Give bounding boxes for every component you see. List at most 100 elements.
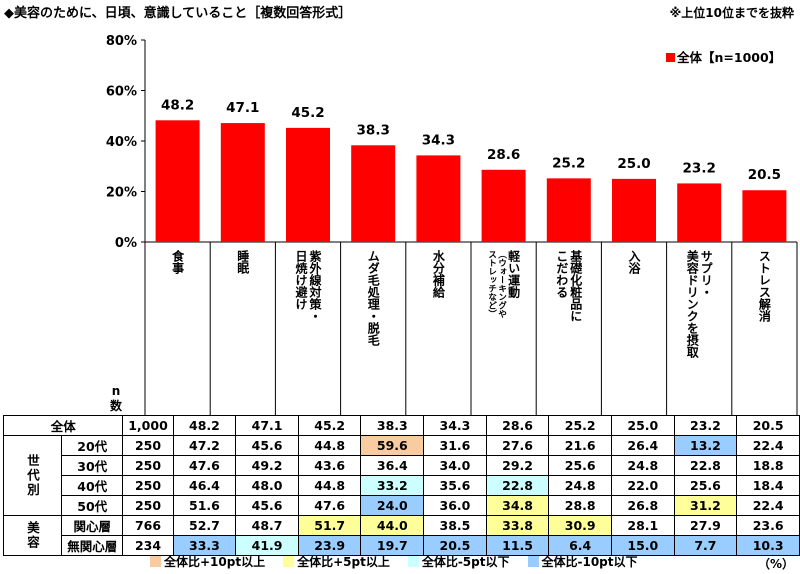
table-cell: 36.0 bbox=[423, 495, 487, 516]
legend-label: 全体比-10pt以下 bbox=[541, 555, 638, 569]
table-cell: 33.2 bbox=[360, 475, 425, 496]
bar bbox=[612, 178, 656, 242]
table-cell: 24.8 bbox=[610, 455, 675, 476]
table-cell: 30.9 bbox=[548, 515, 612, 536]
row-n: 234 bbox=[122, 535, 174, 556]
table-cell: 47.2 bbox=[172, 435, 237, 456]
table-row: 無関心層 234 33.3 41.9 23.9 19.7 20.5 11.5 6.4 15.0 7.… bbox=[4, 535, 800, 556]
row-group-label: 世代別 bbox=[3, 435, 62, 516]
top10-note: ※上位10位までを抜粋 bbox=[669, 6, 794, 20]
bar bbox=[742, 190, 787, 242]
row-label: 50代 bbox=[60, 495, 124, 516]
category-label: 水分補給 bbox=[406, 250, 471, 410]
category-label-line: 日焼け避け bbox=[293, 250, 308, 310]
bar bbox=[677, 183, 722, 242]
legend-item: 全体比+5pt以上 bbox=[283, 553, 390, 570]
bar-value-label: 23.2 bbox=[683, 160, 716, 176]
table-cell: 29.2 bbox=[485, 455, 550, 476]
table-cell: 33.8 bbox=[485, 515, 550, 536]
row-label: 関心層 bbox=[60, 515, 124, 536]
table-cell: 52.7 bbox=[172, 515, 237, 536]
table-cell: 25.6 bbox=[673, 475, 738, 496]
table-cell: 25.6 bbox=[548, 455, 612, 476]
category-label-line: （ウォーキングや bbox=[496, 250, 507, 318]
bar-value-label: 47.1 bbox=[226, 100, 259, 116]
category-label: 食事 bbox=[145, 250, 210, 410]
legend-item: 全体比-10pt以下 bbox=[527, 553, 638, 570]
y-tick-label: 0% bbox=[115, 236, 137, 251]
row-n: 1,000 bbox=[122, 415, 174, 436]
row-n: 766 bbox=[122, 515, 174, 536]
table-cell: 45.6 bbox=[235, 435, 299, 456]
highlight-legend: 全体比+10pt以上 全体比+5pt以上 全体比-5pt以下 全体比-10pt以下 bbox=[150, 553, 638, 570]
bar-value-label: 25.0 bbox=[617, 156, 650, 172]
table-cell: 28.1 bbox=[610, 515, 675, 536]
table-row: 全体 1,000 48.2 47.1 45.2 38.3 34.3 28.6 25.2 25.0 2… bbox=[2, 415, 800, 436]
category-label-line: ストレッチなど） bbox=[486, 250, 497, 318]
table-cell: 31.2 bbox=[673, 495, 738, 516]
category-label-line: 美容ドリンクを摂取 bbox=[685, 250, 700, 358]
row-group-label: 美容 bbox=[3, 515, 62, 556]
category-label: 基礎化粧品に こだわる bbox=[536, 250, 601, 410]
category-label: 軽い運動 （ウォーキングや ストレッチなど） bbox=[471, 250, 536, 410]
table-cell: 22.8 bbox=[673, 455, 738, 476]
category-label: 入浴 bbox=[601, 250, 666, 410]
bar-value-label: 48.2 bbox=[161, 97, 194, 113]
table-cell: 48.7 bbox=[235, 515, 299, 536]
row-label: 20代 bbox=[60, 435, 124, 456]
series-legend-swatch bbox=[666, 53, 675, 62]
table-cell: 41.9 bbox=[235, 535, 299, 556]
table-cell: 26.8 bbox=[610, 495, 675, 516]
row-n: 250 bbox=[122, 495, 174, 516]
bar bbox=[546, 178, 591, 242]
bar-value-label: 38.3 bbox=[357, 122, 390, 138]
category-label-line: こだわる bbox=[554, 250, 569, 298]
bar bbox=[286, 127, 330, 242]
category-label: 紫外線対策・ 日焼け避け bbox=[275, 250, 340, 410]
bar-value-label: 45.2 bbox=[291, 105, 324, 121]
row-label: 30代 bbox=[60, 455, 124, 476]
table-cell: 7.7 bbox=[673, 535, 738, 556]
bar-value-label: 28.6 bbox=[487, 147, 520, 163]
table-cell: 46.4 bbox=[172, 475, 237, 496]
category-label-line: 睡眠 bbox=[235, 250, 250, 274]
category-label-line: 食事 bbox=[170, 250, 185, 274]
table-cell: 24.0 bbox=[360, 495, 425, 516]
table-cell: 22.8 bbox=[485, 475, 550, 496]
chart-title: ◆美容のために、日頃、意識していること［複数回答形式］ bbox=[4, 6, 352, 21]
row-label: 無関心層 bbox=[60, 535, 124, 556]
table-cell: 47.1 bbox=[235, 415, 299, 436]
table-row: 30代 250 47.6 49.2 43.6 36.4 34.0 29.2 25.6 24.8 22… bbox=[4, 455, 800, 476]
table-cell: 34.0 bbox=[423, 455, 487, 476]
table-cell: 27.6 bbox=[485, 435, 550, 456]
y-tick-label: 80% bbox=[106, 34, 137, 49]
table-cell: 13.2 bbox=[673, 435, 738, 456]
category-label-line: 入浴 bbox=[626, 250, 641, 274]
category-label-line: 水分補給 bbox=[431, 250, 446, 298]
table-cell: 49.2 bbox=[235, 455, 299, 476]
table-cell: 18.4 bbox=[736, 475, 800, 496]
table-cell: 25.0 bbox=[610, 415, 675, 436]
table-cell: 22.0 bbox=[610, 475, 675, 496]
table-row: 美容 関心層 766 52.7 48.7 51.7 44.0 38.5 33.8 30.9 28.1… bbox=[3, 515, 800, 556]
table-cell: 23.2 bbox=[673, 415, 738, 436]
legend-swatch bbox=[527, 556, 539, 567]
table-cell: 28.8 bbox=[548, 495, 612, 516]
category-label-line: 軽い運動 bbox=[506, 250, 521, 298]
n-header-n: n bbox=[111, 384, 121, 398]
table-cell: 15.0 bbox=[610, 535, 675, 556]
row-n: 250 bbox=[122, 435, 174, 456]
y-tick-label: 60% bbox=[106, 85, 137, 100]
table-cell: 11.5 bbox=[485, 535, 550, 556]
y-tick-label: 20% bbox=[106, 186, 137, 201]
table-cell: 51.6 bbox=[172, 495, 237, 516]
table-cell: 34.8 bbox=[485, 495, 550, 516]
table-cell: 45.2 bbox=[297, 415, 362, 436]
legend-swatch bbox=[283, 556, 295, 567]
bar bbox=[481, 169, 526, 242]
table-cell: 18.8 bbox=[736, 455, 800, 476]
table-row: 40代 250 46.4 48.0 44.8 33.2 35.6 22.8 24.8 22.0 25… bbox=[4, 475, 800, 496]
table-cell: 51.7 bbox=[297, 515, 362, 536]
y-tick-label: 40% bbox=[106, 135, 137, 150]
row-label: 40代 bbox=[60, 475, 124, 496]
